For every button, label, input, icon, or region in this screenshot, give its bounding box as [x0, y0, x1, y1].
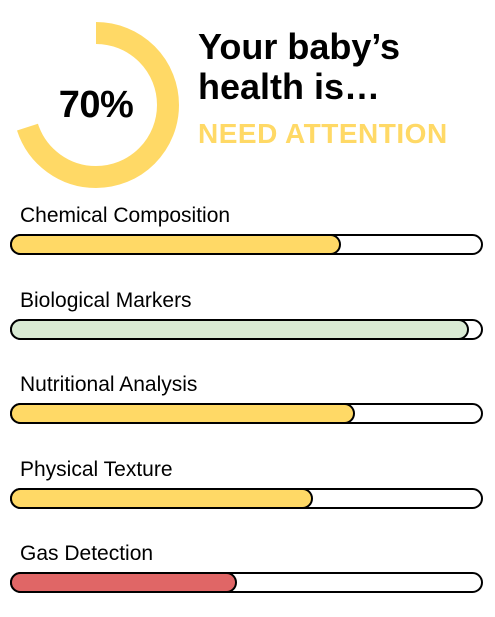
metric-bar-track	[10, 488, 483, 509]
metric-bar-fill	[10, 572, 237, 593]
metric-nutritional-analysis: Nutritional Analysis	[10, 372, 483, 432]
health-status-label: NEED ATTENTION	[198, 118, 448, 149]
gauge-ring	[13, 22, 179, 188]
metric-bar-fill	[10, 488, 313, 509]
metric-label: Chemical Composition	[20, 204, 231, 227]
metric-physical-texture: Physical Texture	[10, 457, 483, 517]
metric-bar-track	[10, 319, 483, 340]
metric-label: Physical Texture	[20, 458, 173, 481]
metric-label: Biological Markers	[20, 289, 192, 312]
health-score-gauge: 70%	[13, 19, 179, 191]
metric-bar-track	[10, 572, 483, 593]
metric-bar-track	[10, 403, 483, 424]
metric-bar-track	[10, 234, 483, 255]
health-headline: Your baby’s health is…	[198, 26, 401, 107]
metric-label: Gas Detection	[20, 542, 154, 565]
metric-bar-fill	[10, 319, 469, 340]
health-score-value: 70%	[58, 83, 134, 126]
metric-bar-fill	[10, 234, 341, 255]
metric-bar-fill	[10, 403, 355, 424]
metric-label: Nutritional Analysis	[20, 373, 198, 396]
health-summary: 70% Your baby’s health is… NEED ATTENTIO…	[0, 0, 495, 200]
metric-biological-markers: Biological Markers	[10, 288, 483, 348]
gauge-progress-arc	[13, 22, 179, 188]
metric-chemical-composition: Chemical Composition	[10, 203, 483, 263]
metric-gas-detection: Gas Detection	[10, 541, 483, 601]
